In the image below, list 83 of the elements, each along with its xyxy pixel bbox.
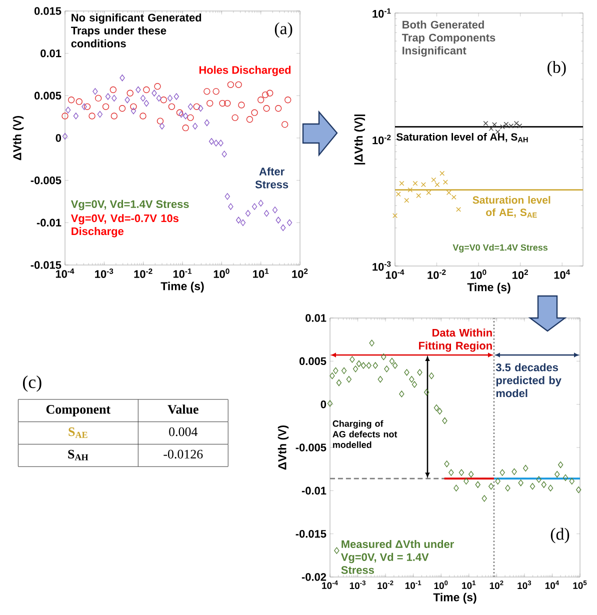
annotation: Both Generated Trap Components Insignificant (402, 20, 496, 57)
x-axis-title: Time (s) (160, 282, 204, 292)
y-tick-label: 0 (320, 400, 326, 408)
point (451, 194, 456, 200)
x-tick-label: 10$^{-2}$ (428, 270, 446, 279)
x-tick-label: 10$^{-4}$ (386, 270, 404, 279)
y-tick-label: 0.005 (34, 92, 62, 100)
x-tick-label: 10$^{-4}$ (322, 580, 338, 589)
annotation: (d) (550, 528, 570, 544)
series-label: Holes Discharged (199, 66, 291, 76)
ref-line-label: Saturation level of AH, S$_{AH}$ (396, 132, 528, 142)
point (399, 180, 404, 186)
y-tick-label: -0.015 (296, 530, 326, 538)
annotation: Vg=V0 Vd=1.4V Stress (452, 244, 548, 252)
y-tick-label: -0.01 (302, 486, 326, 495)
x-tick-label: 10$^{2}$ (490, 580, 504, 590)
x-tick-label: 10$^{0}$ (214, 268, 230, 278)
annotation: No significant Generated Traps under these conditions (71, 13, 202, 48)
point (434, 182, 440, 188)
x-tick-label: 10$^{0}$ (470, 270, 486, 279)
x-tick-label: 10$^{-3}$ (95, 268, 114, 278)
annotation: Data Within Fitting Region (419, 328, 492, 352)
x-tick-label: 10$^{-1}$ (173, 268, 192, 278)
point (408, 187, 413, 192)
x-axis-title: Time (s) (433, 592, 476, 604)
x-tick-label: 10$^{1}$ (253, 268, 269, 278)
point (396, 192, 401, 197)
point (420, 182, 426, 188)
annotation: (a) (274, 22, 292, 38)
y-tick-label: -0.015 (30, 261, 62, 269)
text: S$_{AE}$ (68, 427, 88, 438)
y-tick-label: 0.01 (40, 49, 62, 58)
text: Component (46, 405, 110, 416)
annotation: (b) (548, 60, 566, 76)
text: (c) (22, 376, 42, 392)
y-tick-label: -0.005 (30, 176, 62, 184)
point (440, 170, 445, 176)
y-tick-label: 0.005 (299, 357, 326, 366)
legend-label: Measured ΔVth under Vg=0V, Vd = 1.4V Stress (340, 540, 454, 574)
x-tick-label: 10$^{-4}$ (56, 268, 74, 278)
y-axis-title: ΔVth (V) (12, 116, 24, 160)
x-tick-label: 10$^{0}$ (434, 580, 448, 590)
point (412, 180, 418, 186)
y-tick-label: 0.015 (34, 7, 62, 15)
x-tick-label: 10$^{5}$ (573, 580, 587, 589)
text: -0.0126 (164, 450, 203, 459)
x-tick-label: 10$^{2}$ (512, 270, 528, 279)
text: Value (168, 404, 198, 414)
point (404, 198, 410, 203)
y-tick-label: -0.005 (296, 444, 326, 452)
annotation: Charging of AG defects not modelled (332, 420, 398, 448)
y-tick-label: 10$^{-3}$ (372, 261, 391, 271)
x-tick-label: 10$^{4}$ (554, 270, 570, 279)
text: S$_{AH}$ (68, 450, 88, 460)
x-axis-title: Time (s) (467, 282, 510, 294)
annotation: 3.5 decades predicted by model (496, 363, 562, 398)
point (392, 213, 398, 218)
y-tick-label: 0 (56, 134, 62, 142)
point (416, 193, 422, 198)
text: 0.004 (169, 427, 198, 436)
annotation: Vg=0V, Vd=-0.7V 10s Discharge (70, 214, 178, 238)
point (442, 180, 448, 185)
y-tick-label: 10$^{-1}$ (372, 8, 391, 18)
x-tick-label: 10$^{2}$ (292, 268, 308, 278)
y-tick-label: 10$^{-2}$ (372, 134, 391, 144)
point (456, 206, 461, 212)
x-tick-label: 10$^{1}$ (462, 580, 476, 589)
point (431, 177, 436, 182)
ref-line-label: Saturation level of AE, S$_{AE}$ (472, 196, 550, 218)
series-label: After Stress (255, 167, 288, 188)
x-tick-label: 10$^{-3}$ (350, 580, 366, 590)
x-tick-label: 10$^{3}$ (518, 580, 532, 590)
y-axis-title: |ΔVth (V)| (354, 114, 366, 164)
y-tick-label: 0.01 (306, 314, 326, 322)
x-tick-label: 10$^{4}$ (545, 580, 560, 589)
y-tick-label: -0.01 (36, 218, 62, 227)
annotation: Vg=0V, Vd=1.4V Stress (70, 200, 189, 210)
y-tick-label: -0.02 (302, 573, 326, 581)
x-tick-label: 10$^{-1}$ (405, 580, 422, 589)
point (446, 190, 452, 196)
y-axis-title: ΔVth (V) (278, 425, 289, 470)
point (426, 190, 432, 196)
x-tick-label: 10$^{-2}$ (134, 268, 152, 278)
